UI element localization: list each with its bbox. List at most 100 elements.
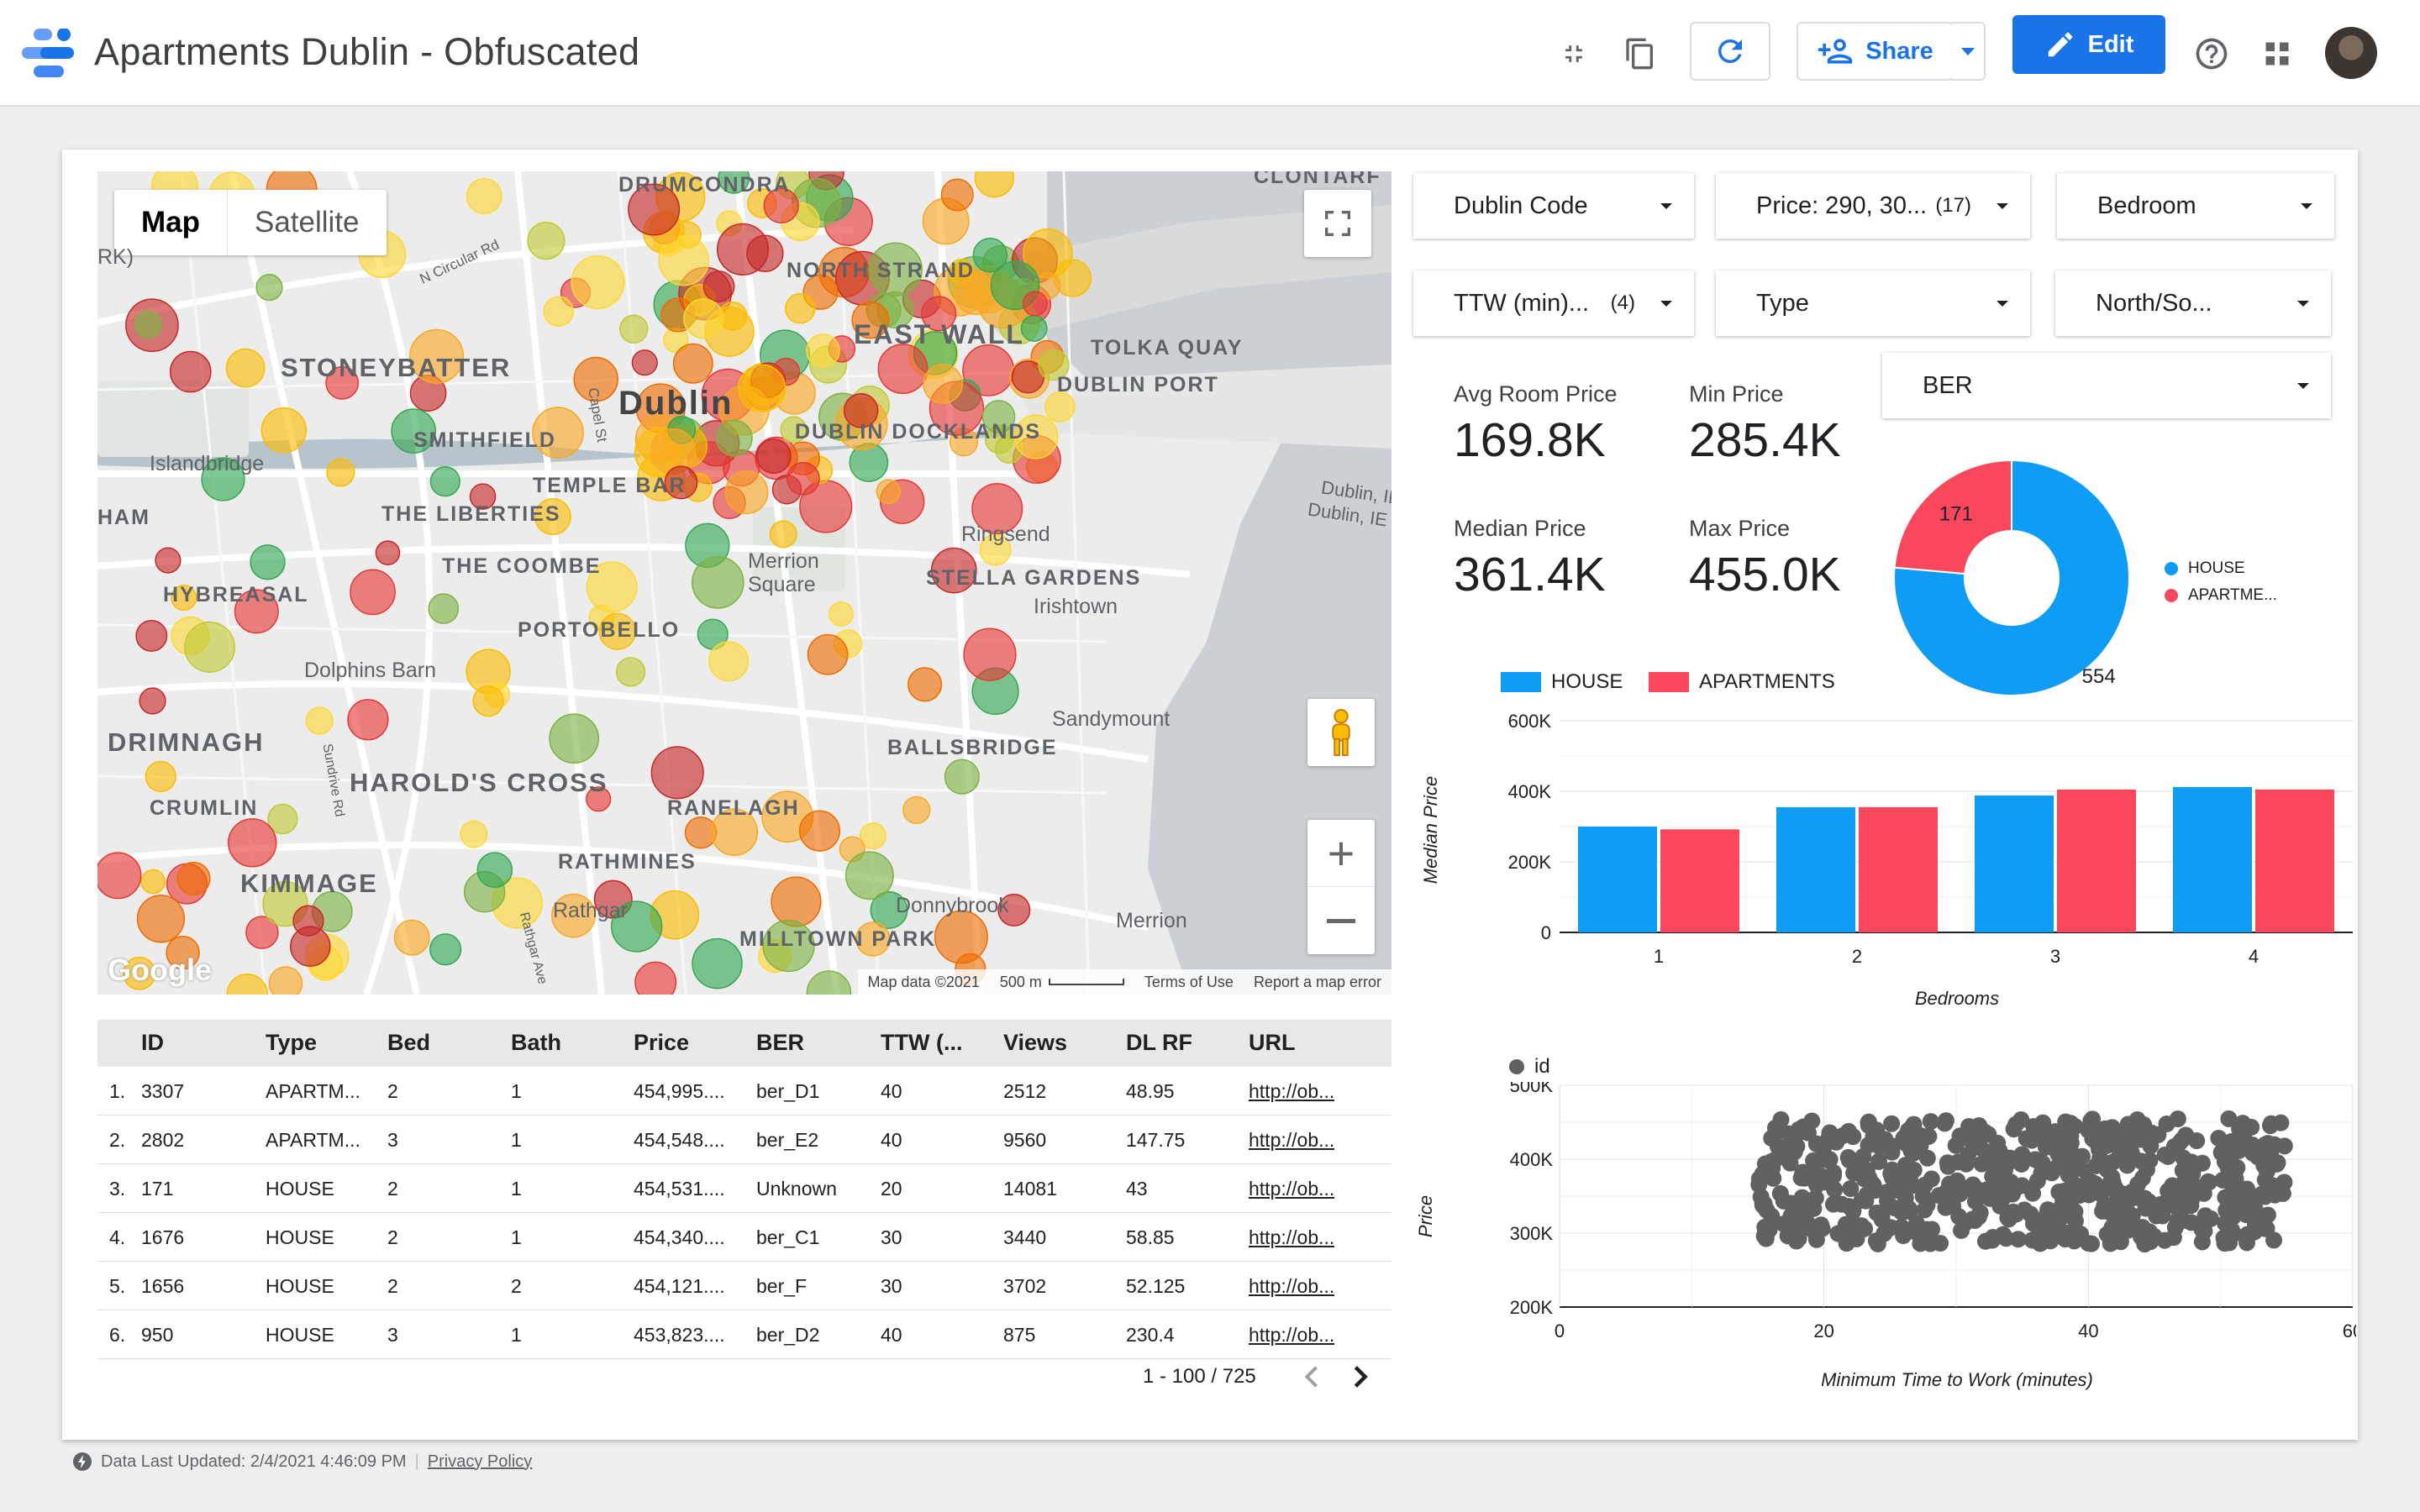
copy-icon[interactable] — [1615, 29, 1665, 79]
bar[interactable] — [1660, 829, 1739, 932]
collapse-icon[interactable] — [1549, 29, 1599, 79]
map-marker[interactable] — [135, 619, 168, 652]
map-marker[interactable] — [305, 706, 334, 735]
map-marker[interactable] — [292, 905, 324, 937]
map-marker[interactable] — [979, 533, 1012, 566]
map-marker[interactable] — [527, 221, 566, 260]
map-marker[interactable] — [908, 667, 943, 702]
map-marker[interactable] — [807, 633, 849, 675]
map-marker[interactable] — [460, 820, 488, 848]
map-marker[interactable] — [708, 641, 750, 682]
map-marker[interactable] — [466, 177, 502, 215]
map-marker[interactable] — [877, 344, 929, 394]
map-marker[interactable] — [429, 933, 462, 966]
map-marker[interactable] — [586, 561, 638, 613]
zoom-out-button[interactable] — [1307, 887, 1375, 954]
map-marker[interactable] — [268, 966, 303, 995]
map-marker[interactable] — [710, 808, 759, 856]
map-marker[interactable] — [859, 822, 886, 850]
map-marker[interactable] — [325, 365, 360, 400]
table-row[interactable]: 3. 171 HOUSE 2 1 454,531.... Unknown 20 14081 43 h… — [97, 1164, 1392, 1213]
map-marker[interactable] — [250, 544, 286, 580]
map-marker[interactable] — [981, 400, 1016, 433]
map-marker[interactable] — [619, 314, 649, 344]
map-marker[interactable] — [631, 349, 658, 376]
avatar[interactable] — [2325, 27, 2377, 79]
map-marker[interactable] — [326, 458, 355, 487]
col-header[interactable]: ID — [141, 1030, 164, 1055]
map-marker[interactable] — [226, 974, 268, 995]
map-marker[interactable] — [534, 498, 571, 536]
map-marker[interactable] — [715, 419, 753, 457]
col-header[interactable]: Type — [266, 1030, 318, 1055]
bar[interactable] — [2255, 789, 2334, 932]
listing-url-link[interactable]: http://ob... — [1249, 1275, 1335, 1297]
filter-bedroom[interactable]: Bedroom — [2057, 173, 2334, 239]
prev-page-icon[interactable] — [1302, 1364, 1322, 1389]
map-marker[interactable] — [829, 601, 855, 627]
col-header[interactable]: Views — [1003, 1030, 1068, 1055]
map-marker[interactable] — [806, 970, 852, 995]
map-marker[interactable] — [664, 465, 698, 500]
apps-grid-icon[interactable] — [2252, 29, 2302, 79]
share-dropdown-button[interactable] — [1952, 22, 1986, 81]
map-widget[interactable]: Map Satellite + DRUMCONDRA CLONTARF RK) … — [97, 171, 1392, 995]
map-marker[interactable] — [476, 852, 513, 889]
map-marker[interactable] — [771, 876, 822, 927]
map-marker[interactable] — [780, 416, 808, 444]
terms-link[interactable]: Terms of Use — [1144, 973, 1234, 990]
col-header[interactable]: Bed — [387, 1030, 431, 1055]
map-marker[interactable] — [1038, 349, 1070, 381]
privacy-policy-link[interactable]: Privacy Policy — [427, 1452, 533, 1471]
map-marker[interactable] — [428, 593, 460, 624]
map-marker[interactable] — [469, 483, 497, 510]
map-marker[interactable] — [634, 961, 677, 995]
map-marker[interactable] — [923, 364, 963, 404]
map-marker[interactable] — [184, 621, 236, 673]
map-marker[interactable] — [573, 356, 618, 402]
filter-dublin-code[interactable]: Dublin Code — [1413, 173, 1694, 239]
filter-price[interactable]: Price: 290, 30... (17) — [1716, 173, 2030, 239]
col-header[interactable]: DL RF — [1126, 1030, 1192, 1055]
map-marker[interactable] — [611, 900, 663, 953]
map-marker[interactable] — [940, 178, 974, 212]
bar[interactable] — [2057, 789, 2136, 932]
map-marker[interactable] — [347, 699, 389, 741]
map-marker[interactable] — [393, 919, 430, 956]
map-marker[interactable] — [974, 171, 1014, 198]
map-marker[interactable] — [692, 556, 744, 609]
map-marker[interactable] — [755, 438, 792, 475]
map-marker[interactable] — [692, 937, 743, 990]
map-marker[interactable] — [997, 893, 1031, 927]
edit-button[interactable]: Edit — [2012, 15, 2165, 74]
next-page-icon[interactable] — [1350, 1364, 1370, 1389]
map-marker[interactable] — [169, 350, 212, 393]
col-header[interactable]: BER — [756, 1030, 805, 1055]
map-marker[interactable] — [683, 298, 724, 339]
map-marker[interactable] — [267, 803, 298, 835]
map-marker[interactable] — [136, 895, 186, 943]
map-marker[interactable] — [97, 852, 142, 900]
map-marker[interactable] — [176, 861, 211, 896]
table-row[interactable]: 6. 950 HOUSE 3 1 453,823.... ber_D2 40 875 230.4 h… — [97, 1310, 1392, 1359]
filter-type[interactable]: Type — [1716, 270, 2030, 336]
map-marker[interactable] — [921, 296, 957, 332]
map-marker[interactable] — [658, 234, 709, 286]
map-marker[interactable] — [255, 274, 283, 302]
map-marker[interactable] — [122, 956, 156, 990]
map-marker[interactable] — [429, 466, 460, 497]
map-marker[interactable] — [166, 935, 200, 970]
map-marker[interactable] — [930, 547, 977, 594]
map-marker[interactable] — [1020, 314, 1048, 342]
map-marker[interactable] — [972, 237, 1008, 273]
filter-north-south[interactable]: North/So... — [2055, 270, 2331, 336]
zoom-in-button[interactable]: + — [1307, 820, 1375, 887]
listing-url-link[interactable]: http://ob... — [1249, 1226, 1335, 1248]
map-marker[interactable] — [234, 589, 279, 634]
map-marker[interactable] — [245, 916, 279, 949]
map-marker[interactable] — [472, 685, 504, 717]
fullscreen-button[interactable] — [1304, 190, 1371, 257]
map-marker[interactable] — [971, 483, 1023, 535]
map-marker[interactable] — [718, 171, 750, 194]
map-marker[interactable] — [876, 479, 902, 505]
